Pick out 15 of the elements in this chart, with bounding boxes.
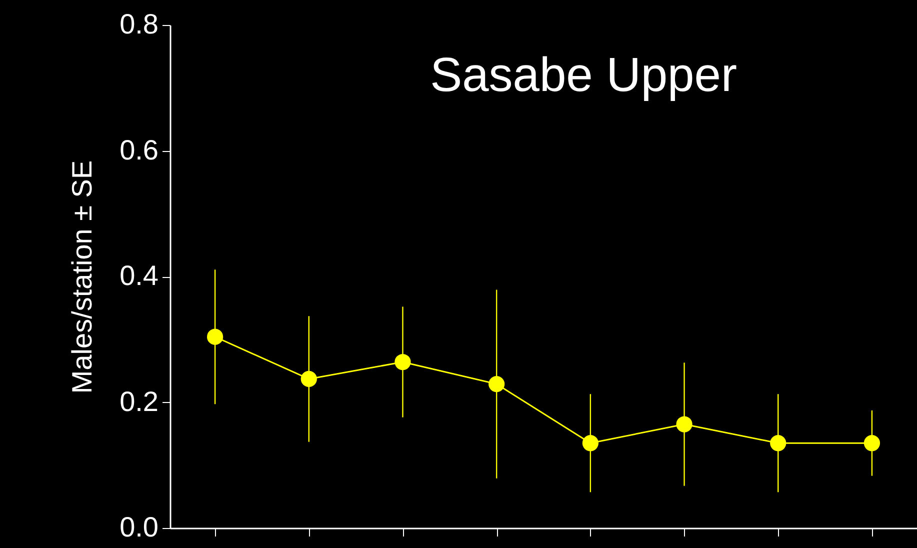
text: Sasabe Upper bbox=[430, 49, 737, 102]
point bbox=[394, 354, 411, 370]
point bbox=[864, 435, 880, 452]
y-tick-label: 0.2 bbox=[120, 386, 158, 417]
point bbox=[770, 435, 786, 452]
y-tick-label: 0.0 bbox=[120, 512, 158, 542]
point bbox=[300, 370, 317, 388]
point bbox=[206, 328, 224, 345]
point bbox=[582, 435, 598, 452]
point bbox=[676, 416, 692, 432]
point bbox=[488, 376, 505, 392]
y-axis-title: Males/station ± SE bbox=[66, 160, 98, 394]
y-tick-label: 0.6 bbox=[120, 134, 158, 166]
y-tick-label: 0.4 bbox=[120, 260, 158, 291]
y-tick-label: 0.8 bbox=[120, 8, 158, 40]
